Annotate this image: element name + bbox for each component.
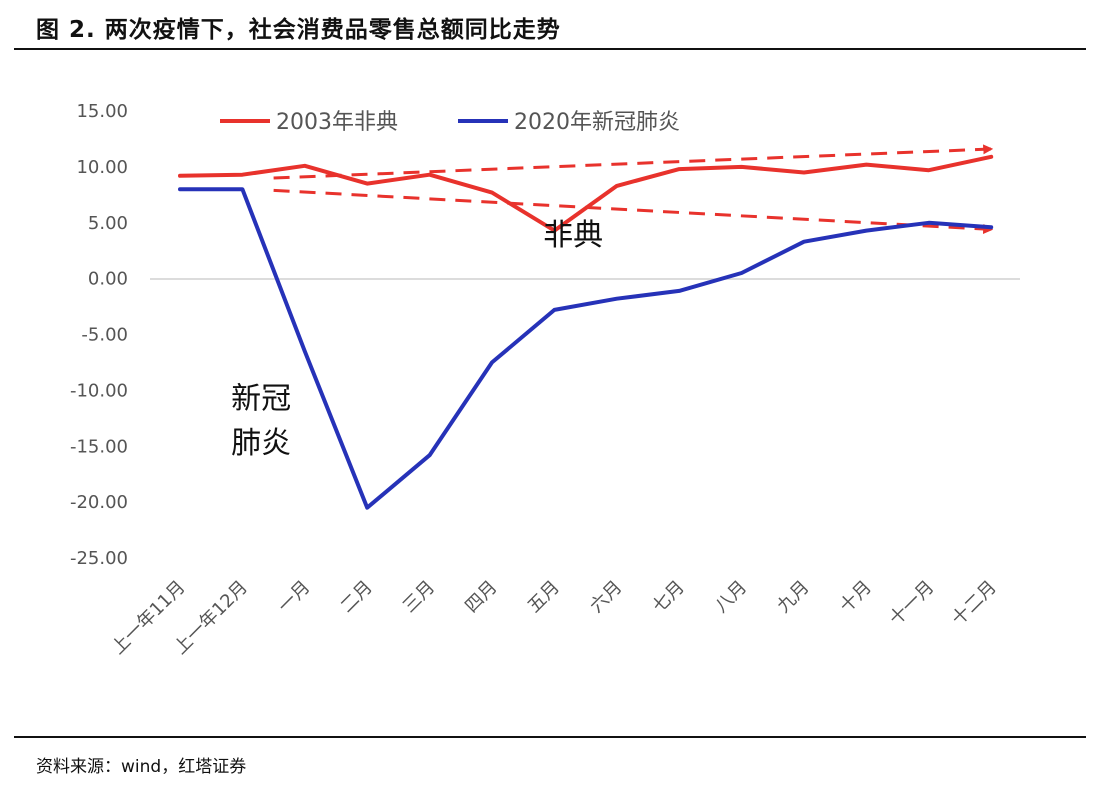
series-line-covid	[178, 187, 994, 510]
x-tick-label: 二月	[336, 577, 376, 617]
trend-arrows	[273, 144, 994, 235]
annotation-label: 肺炎	[231, 426, 291, 461]
y-tick-label: 5.00	[88, 213, 128, 234]
x-tick-label: 十一月	[885, 577, 938, 630]
chart: 15.00 10.00 5.00 0.00 -5.00 -10.00 -15.00 -20.0…	[70, 101, 1020, 659]
annotation-label: 非典	[543, 218, 603, 253]
x-tick-label: 七月	[648, 577, 688, 617]
x-tick-label: 六月	[586, 577, 626, 617]
x-tick-label: 五月	[524, 577, 564, 617]
x-tick-label: 四月	[461, 577, 501, 617]
source-note: 资料来源：wind，红塔证券	[36, 757, 247, 777]
trend-arrow	[273, 144, 994, 180]
y-axis: 15.00 10.00 5.00 0.00 -5.00 -10.00 -15.00 -20.0…	[70, 101, 128, 569]
top-rule	[14, 48, 1086, 50]
x-tick-label: 一月	[274, 577, 314, 617]
bottom-rule	[14, 736, 1086, 738]
trend-arrow	[273, 188, 994, 235]
y-tick-label: 0.00	[88, 269, 128, 290]
x-tick-label: 九月	[773, 577, 813, 617]
legend: 2003年非典 2020年新冠肺炎	[220, 110, 680, 135]
legend-label-covid: 2020年新冠肺炎	[514, 110, 680, 135]
series-lines	[178, 154, 994, 510]
y-tick-label: -25.00	[70, 548, 128, 569]
y-tick-label: -20.00	[70, 492, 128, 513]
series-line-sars	[178, 154, 994, 233]
y-tick-label: -15.00	[70, 436, 128, 457]
y-tick-label: 10.00	[76, 157, 128, 178]
x-tick-label: 十月	[836, 577, 876, 617]
y-tick-label: -5.00	[81, 325, 128, 346]
y-tick-label: -10.00	[70, 380, 128, 401]
x-tick-label: 八月	[711, 577, 751, 617]
y-tick-label: 15.00	[76, 101, 128, 122]
annotation-label: 新冠	[231, 381, 291, 416]
figure-title: 图 2. 两次疫情下，社会消费品零售总额同比走势	[36, 17, 561, 43]
x-tick-label: 十二月	[948, 577, 1001, 630]
x-tick-label: 三月	[399, 577, 439, 617]
legend-label-sars: 2003年非典	[276, 110, 398, 135]
